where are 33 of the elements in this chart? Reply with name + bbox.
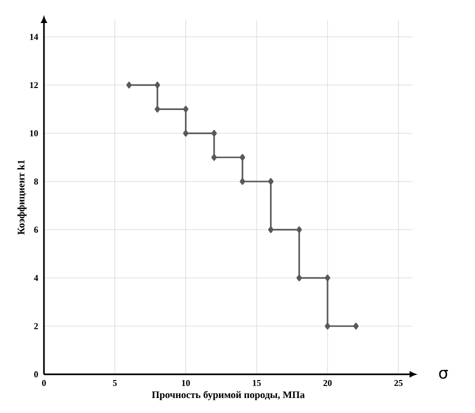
x-tick-label: 20 [323, 380, 332, 386]
text: σ [439, 370, 448, 379]
y-tick-label: 8 [34, 178, 38, 185]
point [324, 322, 330, 330]
point [240, 154, 246, 161]
x-tick-label: 0 [42, 380, 46, 386]
y-tick-label: 14 [30, 34, 38, 40]
x-tick-label: 5 [112, 380, 117, 386]
x-axis-title: Прочность буримой породы, МПа [152, 391, 305, 400]
point [126, 82, 132, 89]
y-axis-title: Коэффициент k1 [17, 160, 26, 235]
point [296, 274, 302, 282]
y-tick-label: 0 [34, 371, 38, 378]
point [211, 130, 217, 137]
point [296, 226, 302, 234]
point [183, 106, 188, 113]
point [240, 178, 246, 186]
y-tick-label: 10 [30, 130, 38, 136]
point [211, 154, 217, 161]
point [353, 322, 359, 330]
point [154, 82, 160, 89]
point [154, 106, 160, 113]
y-tick-label: 2 [34, 323, 38, 330]
x-tick-label: 25 [394, 380, 403, 386]
point [268, 178, 274, 186]
y-tick-label: 4 [34, 275, 38, 282]
point [324, 274, 330, 282]
y-tick-label: 6 [34, 226, 38, 233]
x-tick-label: 10 [182, 380, 190, 386]
point [183, 130, 188, 137]
point [268, 226, 274, 234]
y-tick-label: 12 [30, 82, 38, 88]
x-tick-label: 15 [252, 380, 261, 386]
